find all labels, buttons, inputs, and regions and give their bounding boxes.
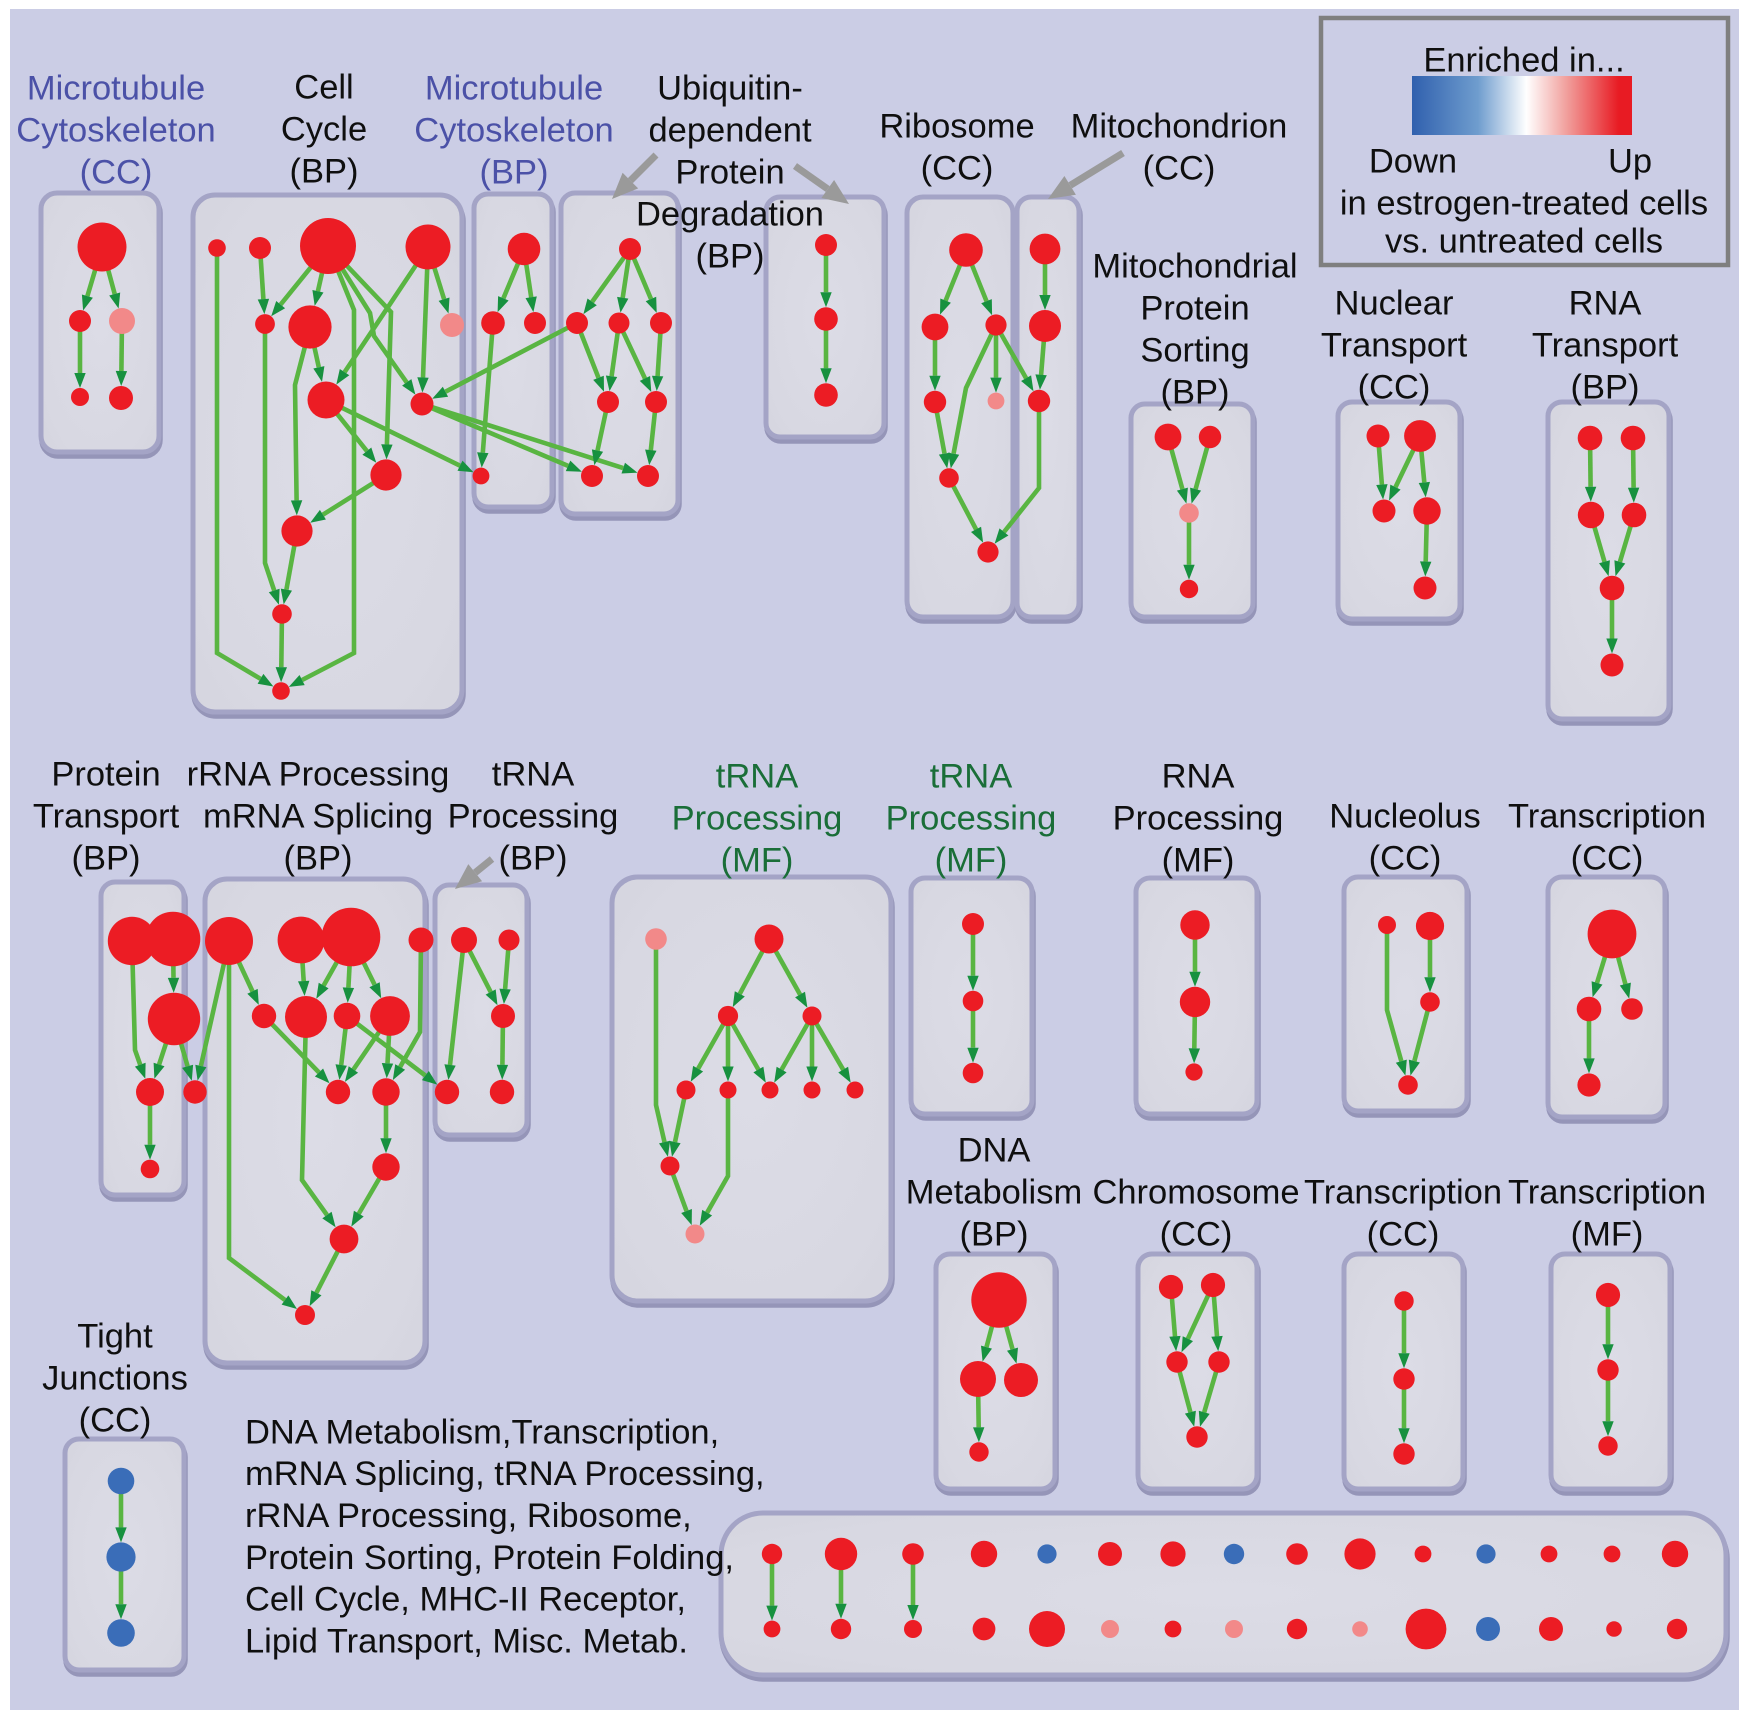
svg-text:(BP): (BP) — [284, 839, 353, 877]
svg-text:Microtubule: Microtubule — [425, 69, 603, 107]
svg-text:Ribosome: Ribosome — [879, 107, 1034, 145]
svg-text:RNA: RNA — [1569, 284, 1642, 322]
svg-text:(CC): (CC) — [1571, 839, 1644, 877]
svg-text:Nucleolus: Nucleolus — [1329, 797, 1481, 835]
svg-text:(BP): (BP) — [1161, 373, 1230, 411]
svg-text:Cytoskeleton: Cytoskeleton — [16, 111, 215, 149]
svg-text:Processing: Processing — [886, 799, 1057, 837]
svg-text:Protein: Protein — [51, 755, 160, 793]
svg-text:Mitochondrion: Mitochondrion — [1071, 107, 1288, 145]
svg-text:Transport: Transport — [1532, 326, 1679, 364]
svg-text:Enriched in...: Enriched in... — [1423, 41, 1624, 79]
svg-text:tRNA: tRNA — [716, 757, 798, 795]
svg-text:Mitochondrial: Mitochondrial — [1092, 247, 1297, 285]
svg-text:Transcription: Transcription — [1508, 797, 1706, 835]
svg-text:DNA: DNA — [958, 1131, 1031, 1169]
svg-text:(BP): (BP) — [696, 237, 765, 275]
svg-text:Transport: Transport — [33, 797, 180, 835]
svg-text:Tight: Tight — [77, 1317, 153, 1355]
svg-text:Degradation: Degradation — [636, 195, 824, 233]
svg-text:RNA: RNA — [1162, 757, 1235, 795]
svg-text:(BP): (BP) — [499, 839, 568, 877]
svg-text:(CC): (CC) — [1143, 149, 1216, 187]
svg-text:Chromosome: Chromosome — [1092, 1173, 1299, 1211]
svg-text:Down: Down — [1369, 142, 1457, 180]
svg-text:Processing: Processing — [448, 797, 619, 835]
svg-text:Sorting: Sorting — [1140, 331, 1249, 369]
svg-text:(MF): (MF) — [721, 841, 794, 879]
svg-text:rRNA Processing, Ribosome,: rRNA Processing, Ribosome, — [245, 1497, 692, 1535]
svg-text:(BP): (BP) — [480, 153, 549, 191]
svg-text:(CC): (CC) — [1358, 368, 1431, 406]
svg-text:dependent: dependent — [648, 111, 811, 149]
svg-text:(BP): (BP) — [72, 839, 141, 877]
svg-text:Processing: Processing — [672, 799, 843, 837]
svg-text:Up: Up — [1608, 142, 1652, 180]
svg-text:tRNA: tRNA — [492, 755, 574, 793]
svg-text:tRNA: tRNA — [930, 757, 1012, 795]
svg-text:Transport: Transport — [1321, 326, 1468, 364]
svg-text:(MF): (MF) — [1162, 841, 1235, 879]
svg-text:rRNA Processing: rRNA Processing — [187, 755, 450, 793]
svg-text:(BP): (BP) — [960, 1215, 1029, 1253]
svg-text:vs. untreated cells: vs. untreated cells — [1385, 222, 1663, 260]
svg-text:Protein: Protein — [675, 153, 784, 191]
svg-text:Cell: Cell — [294, 68, 353, 106]
svg-text:(BP): (BP) — [1571, 368, 1640, 406]
svg-text:(MF): (MF) — [935, 841, 1008, 879]
svg-text:Transcription: Transcription — [1304, 1173, 1502, 1211]
svg-text:Lipid Transport, Misc. Metab.: Lipid Transport, Misc. Metab. — [245, 1622, 688, 1660]
svg-text:Nuclear: Nuclear — [1335, 284, 1454, 322]
svg-text:(CC): (CC) — [1369, 839, 1442, 877]
svg-text:(CC): (CC) — [1160, 1215, 1233, 1253]
svg-text:mRNA Splicing: mRNA Splicing — [203, 797, 433, 835]
svg-text:(CC): (CC) — [1367, 1215, 1440, 1253]
svg-text:Cytoskeleton: Cytoskeleton — [414, 111, 613, 149]
svg-text:mRNA Splicing, tRNA Processing: mRNA Splicing, tRNA Processing, — [245, 1455, 765, 1493]
svg-text:Protein: Protein — [1140, 289, 1249, 327]
svg-text:(CC): (CC) — [79, 1401, 152, 1439]
svg-text:Microtubule: Microtubule — [27, 69, 205, 107]
svg-text:DNA Metabolism,Transcription,: DNA Metabolism,Transcription, — [245, 1413, 719, 1451]
svg-text:Cell Cycle, MHC-II Receptor,: Cell Cycle, MHC-II Receptor, — [245, 1581, 686, 1619]
svg-text:Metabolism: Metabolism — [906, 1173, 1082, 1211]
svg-text:Processing: Processing — [1113, 799, 1284, 837]
svg-text:Transcription: Transcription — [1508, 1173, 1706, 1211]
svg-text:(CC): (CC) — [921, 149, 994, 187]
svg-text:Protein Sorting, Protein Foldi: Protein Sorting, Protein Folding, — [245, 1539, 734, 1577]
svg-text:Junctions: Junctions — [42, 1359, 188, 1397]
svg-text:Ubiquitin-: Ubiquitin- — [657, 69, 803, 107]
svg-text:in estrogen-treated cells: in estrogen-treated cells — [1340, 184, 1708, 222]
svg-text:Cycle: Cycle — [281, 110, 367, 148]
svg-text:(CC): (CC) — [80, 153, 153, 191]
svg-text:(MF): (MF) — [1571, 1215, 1644, 1253]
svg-text:(BP): (BP) — [290, 152, 359, 190]
